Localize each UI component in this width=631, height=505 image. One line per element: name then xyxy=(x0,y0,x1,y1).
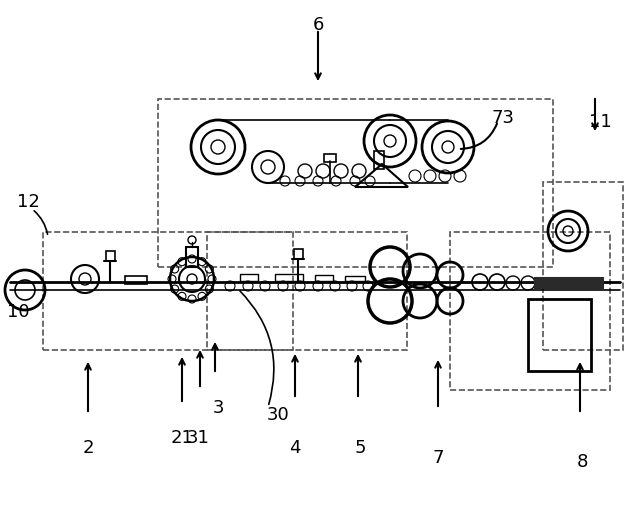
Text: 21: 21 xyxy=(170,428,194,446)
Bar xyxy=(125,276,147,284)
Bar xyxy=(106,251,115,262)
FancyArrowPatch shape xyxy=(34,212,47,235)
Bar xyxy=(528,299,591,371)
Text: 6: 6 xyxy=(312,16,324,34)
Text: 2: 2 xyxy=(82,438,94,456)
Text: 5: 5 xyxy=(354,438,366,456)
Text: 31: 31 xyxy=(187,428,209,446)
Text: 3: 3 xyxy=(212,398,224,416)
Bar xyxy=(450,232,610,390)
Bar xyxy=(43,232,293,350)
Bar xyxy=(158,100,553,268)
Bar xyxy=(294,249,303,260)
Text: 10: 10 xyxy=(7,302,29,320)
Text: 8: 8 xyxy=(576,452,587,470)
Bar xyxy=(543,183,623,350)
Bar xyxy=(374,152,384,170)
Bar xyxy=(186,247,198,268)
Bar xyxy=(324,155,336,163)
Text: 12: 12 xyxy=(16,192,40,211)
Bar xyxy=(535,278,603,288)
Text: 30: 30 xyxy=(267,405,290,423)
Bar xyxy=(345,276,365,281)
FancyArrowPatch shape xyxy=(461,124,497,149)
Text: 11: 11 xyxy=(589,113,611,131)
Bar xyxy=(207,232,407,350)
Bar xyxy=(315,275,333,281)
FancyArrowPatch shape xyxy=(240,291,274,405)
Bar xyxy=(240,274,258,281)
Text: 4: 4 xyxy=(289,438,301,456)
Text: 73: 73 xyxy=(492,109,514,127)
Bar xyxy=(275,274,303,281)
Text: 7: 7 xyxy=(432,448,444,466)
